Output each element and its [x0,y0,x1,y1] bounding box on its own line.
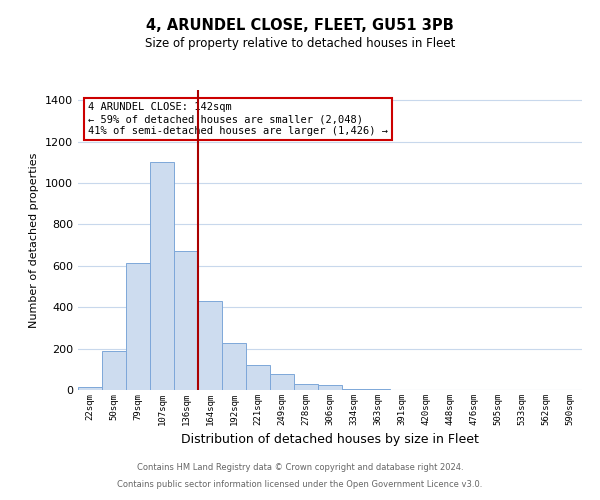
Bar [366,389,390,390]
X-axis label: Distribution of detached houses by size in Fleet: Distribution of detached houses by size … [181,434,479,446]
Bar [342,389,366,390]
Bar [174,252,198,390]
Bar [102,350,126,390]
Bar [246,365,270,390]
Bar [78,387,102,390]
Bar [150,162,174,390]
Text: Size of property relative to detached houses in Fleet: Size of property relative to detached ho… [145,38,455,51]
Bar [126,263,150,390]
Text: 4, ARUNDEL CLOSE, FLEET, GU51 3PB: 4, ARUNDEL CLOSE, FLEET, GU51 3PB [146,18,454,32]
Bar [198,301,222,390]
Bar [318,385,342,390]
Text: Contains HM Land Registry data © Crown copyright and database right 2024.: Contains HM Land Registry data © Crown c… [137,464,463,472]
Bar [270,374,294,390]
Bar [222,344,246,390]
Text: 4 ARUNDEL CLOSE: 142sqm
← 59% of detached houses are smaller (2,048)
41% of semi: 4 ARUNDEL CLOSE: 142sqm ← 59% of detache… [88,102,388,136]
Bar [294,384,318,390]
Y-axis label: Number of detached properties: Number of detached properties [29,152,40,328]
Text: Contains public sector information licensed under the Open Government Licence v3: Contains public sector information licen… [118,480,482,489]
